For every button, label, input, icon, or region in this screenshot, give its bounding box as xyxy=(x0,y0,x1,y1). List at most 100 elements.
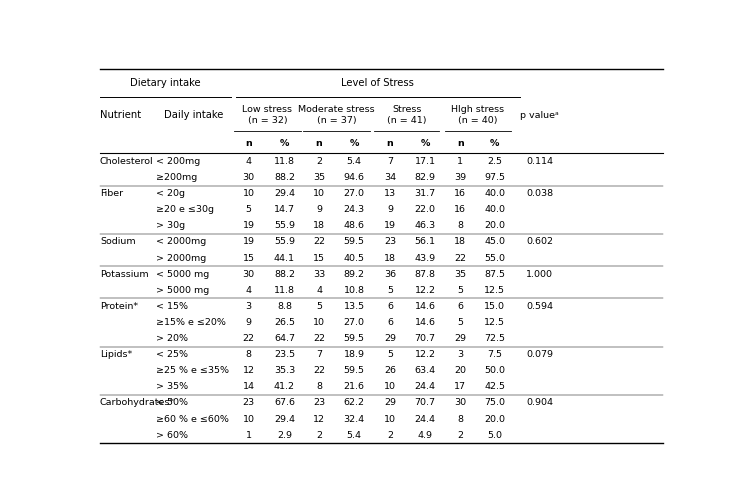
Text: > 2000mg: > 2000mg xyxy=(156,253,207,262)
Text: 31.7: 31.7 xyxy=(414,189,436,198)
Text: 23.5: 23.5 xyxy=(274,350,295,359)
Text: 55.9: 55.9 xyxy=(274,221,295,230)
Text: Sodium: Sodium xyxy=(100,238,135,247)
Text: 2: 2 xyxy=(316,431,322,440)
Text: > 20%: > 20% xyxy=(156,334,188,343)
Text: 16: 16 xyxy=(455,205,466,214)
Text: 14.6: 14.6 xyxy=(414,302,436,311)
Text: 14.6: 14.6 xyxy=(414,318,436,327)
Text: 5: 5 xyxy=(316,302,322,311)
Text: 11.8: 11.8 xyxy=(274,157,295,166)
Text: %: % xyxy=(420,139,430,148)
Text: 6: 6 xyxy=(458,302,464,311)
Text: 29: 29 xyxy=(455,334,466,343)
Text: 12.2: 12.2 xyxy=(414,350,436,359)
Text: 46.3: 46.3 xyxy=(414,221,436,230)
Text: 5: 5 xyxy=(387,286,393,295)
Text: 0.594: 0.594 xyxy=(526,302,554,311)
Text: 5: 5 xyxy=(458,286,464,295)
Text: 23: 23 xyxy=(243,398,254,407)
Text: ≥200mg: ≥200mg xyxy=(156,173,198,182)
Text: 14.7: 14.7 xyxy=(274,205,295,214)
Text: 89.2: 89.2 xyxy=(344,269,365,278)
Text: 1.000: 1.000 xyxy=(526,269,554,278)
Text: 30: 30 xyxy=(243,173,254,182)
Text: 22: 22 xyxy=(455,253,466,262)
Text: < 200mg: < 200mg xyxy=(156,157,201,166)
Text: ≥60 % e ≤60%: ≥60 % e ≤60% xyxy=(156,414,229,424)
Text: 22.0: 22.0 xyxy=(414,205,436,214)
Text: 56.1: 56.1 xyxy=(414,238,436,247)
Text: 82.9: 82.9 xyxy=(414,173,436,182)
Text: < 2000mg: < 2000mg xyxy=(156,238,207,247)
Text: 4: 4 xyxy=(246,157,251,166)
Text: < 25%: < 25% xyxy=(156,350,188,359)
Text: Daily intake: Daily intake xyxy=(164,110,224,120)
Text: 4: 4 xyxy=(316,286,322,295)
Text: 87.8: 87.8 xyxy=(414,269,436,278)
Text: 64.7: 64.7 xyxy=(274,334,295,343)
Text: p valueᵃ: p valueᵃ xyxy=(521,111,559,120)
Text: 20.0: 20.0 xyxy=(484,414,505,424)
Text: 3: 3 xyxy=(458,350,464,359)
Text: 4: 4 xyxy=(246,286,251,295)
Text: 24.3: 24.3 xyxy=(344,205,365,214)
Text: 7: 7 xyxy=(387,157,393,166)
Text: 5: 5 xyxy=(458,318,464,327)
Text: 17: 17 xyxy=(455,382,466,391)
Text: 7: 7 xyxy=(316,350,322,359)
Text: 29: 29 xyxy=(384,334,396,343)
Text: 8: 8 xyxy=(316,382,322,391)
Text: < 5000 mg: < 5000 mg xyxy=(156,269,210,278)
Text: 10: 10 xyxy=(313,189,325,198)
Text: 45.0: 45.0 xyxy=(484,238,505,247)
Text: 72.5: 72.5 xyxy=(484,334,505,343)
Text: 18: 18 xyxy=(313,221,325,230)
Text: 48.6: 48.6 xyxy=(344,221,365,230)
Text: 2.9: 2.9 xyxy=(277,431,292,440)
Text: %: % xyxy=(350,139,359,148)
Text: 24.4: 24.4 xyxy=(414,414,436,424)
Text: < 20g: < 20g xyxy=(156,189,185,198)
Text: 27.0: 27.0 xyxy=(344,318,365,327)
Text: 10: 10 xyxy=(384,414,396,424)
Text: 22: 22 xyxy=(313,366,325,375)
Text: 70.7: 70.7 xyxy=(414,334,436,343)
Text: 12: 12 xyxy=(313,414,325,424)
Text: 22: 22 xyxy=(313,238,325,247)
Text: 32.4: 32.4 xyxy=(344,414,365,424)
Text: 12.5: 12.5 xyxy=(484,286,505,295)
Text: 5.4: 5.4 xyxy=(347,431,362,440)
Text: 87.5: 87.5 xyxy=(484,269,505,278)
Text: 15.0: 15.0 xyxy=(484,302,505,311)
Text: Level of Stress: Level of Stress xyxy=(341,78,414,88)
Text: 8: 8 xyxy=(458,414,464,424)
Text: 19: 19 xyxy=(243,238,254,247)
Text: 67.6: 67.6 xyxy=(274,398,295,407)
Text: 36: 36 xyxy=(384,269,396,278)
Text: 2: 2 xyxy=(316,157,322,166)
Text: 1: 1 xyxy=(458,157,464,166)
Text: 23: 23 xyxy=(384,238,396,247)
Text: 12.2: 12.2 xyxy=(414,286,436,295)
Text: 5: 5 xyxy=(246,205,251,214)
Text: 10.8: 10.8 xyxy=(344,286,365,295)
Text: n: n xyxy=(387,139,394,148)
Text: Nutrient: Nutrient xyxy=(100,110,141,120)
Text: 8: 8 xyxy=(458,221,464,230)
Text: < 15%: < 15% xyxy=(156,302,188,311)
Text: 26: 26 xyxy=(384,366,396,375)
Text: > 35%: > 35% xyxy=(156,382,188,391)
Text: 24.4: 24.4 xyxy=(414,382,436,391)
Text: 59.5: 59.5 xyxy=(344,334,365,343)
Text: 2: 2 xyxy=(458,431,464,440)
Text: %: % xyxy=(280,139,289,148)
Text: 94.6: 94.6 xyxy=(344,173,365,182)
Text: 10: 10 xyxy=(243,189,254,198)
Text: 13.5: 13.5 xyxy=(344,302,365,311)
Text: 0.904: 0.904 xyxy=(526,398,554,407)
Text: 29: 29 xyxy=(384,398,396,407)
Text: 8.8: 8.8 xyxy=(277,302,292,311)
Text: 35.3: 35.3 xyxy=(274,366,295,375)
Text: 13: 13 xyxy=(384,189,396,198)
